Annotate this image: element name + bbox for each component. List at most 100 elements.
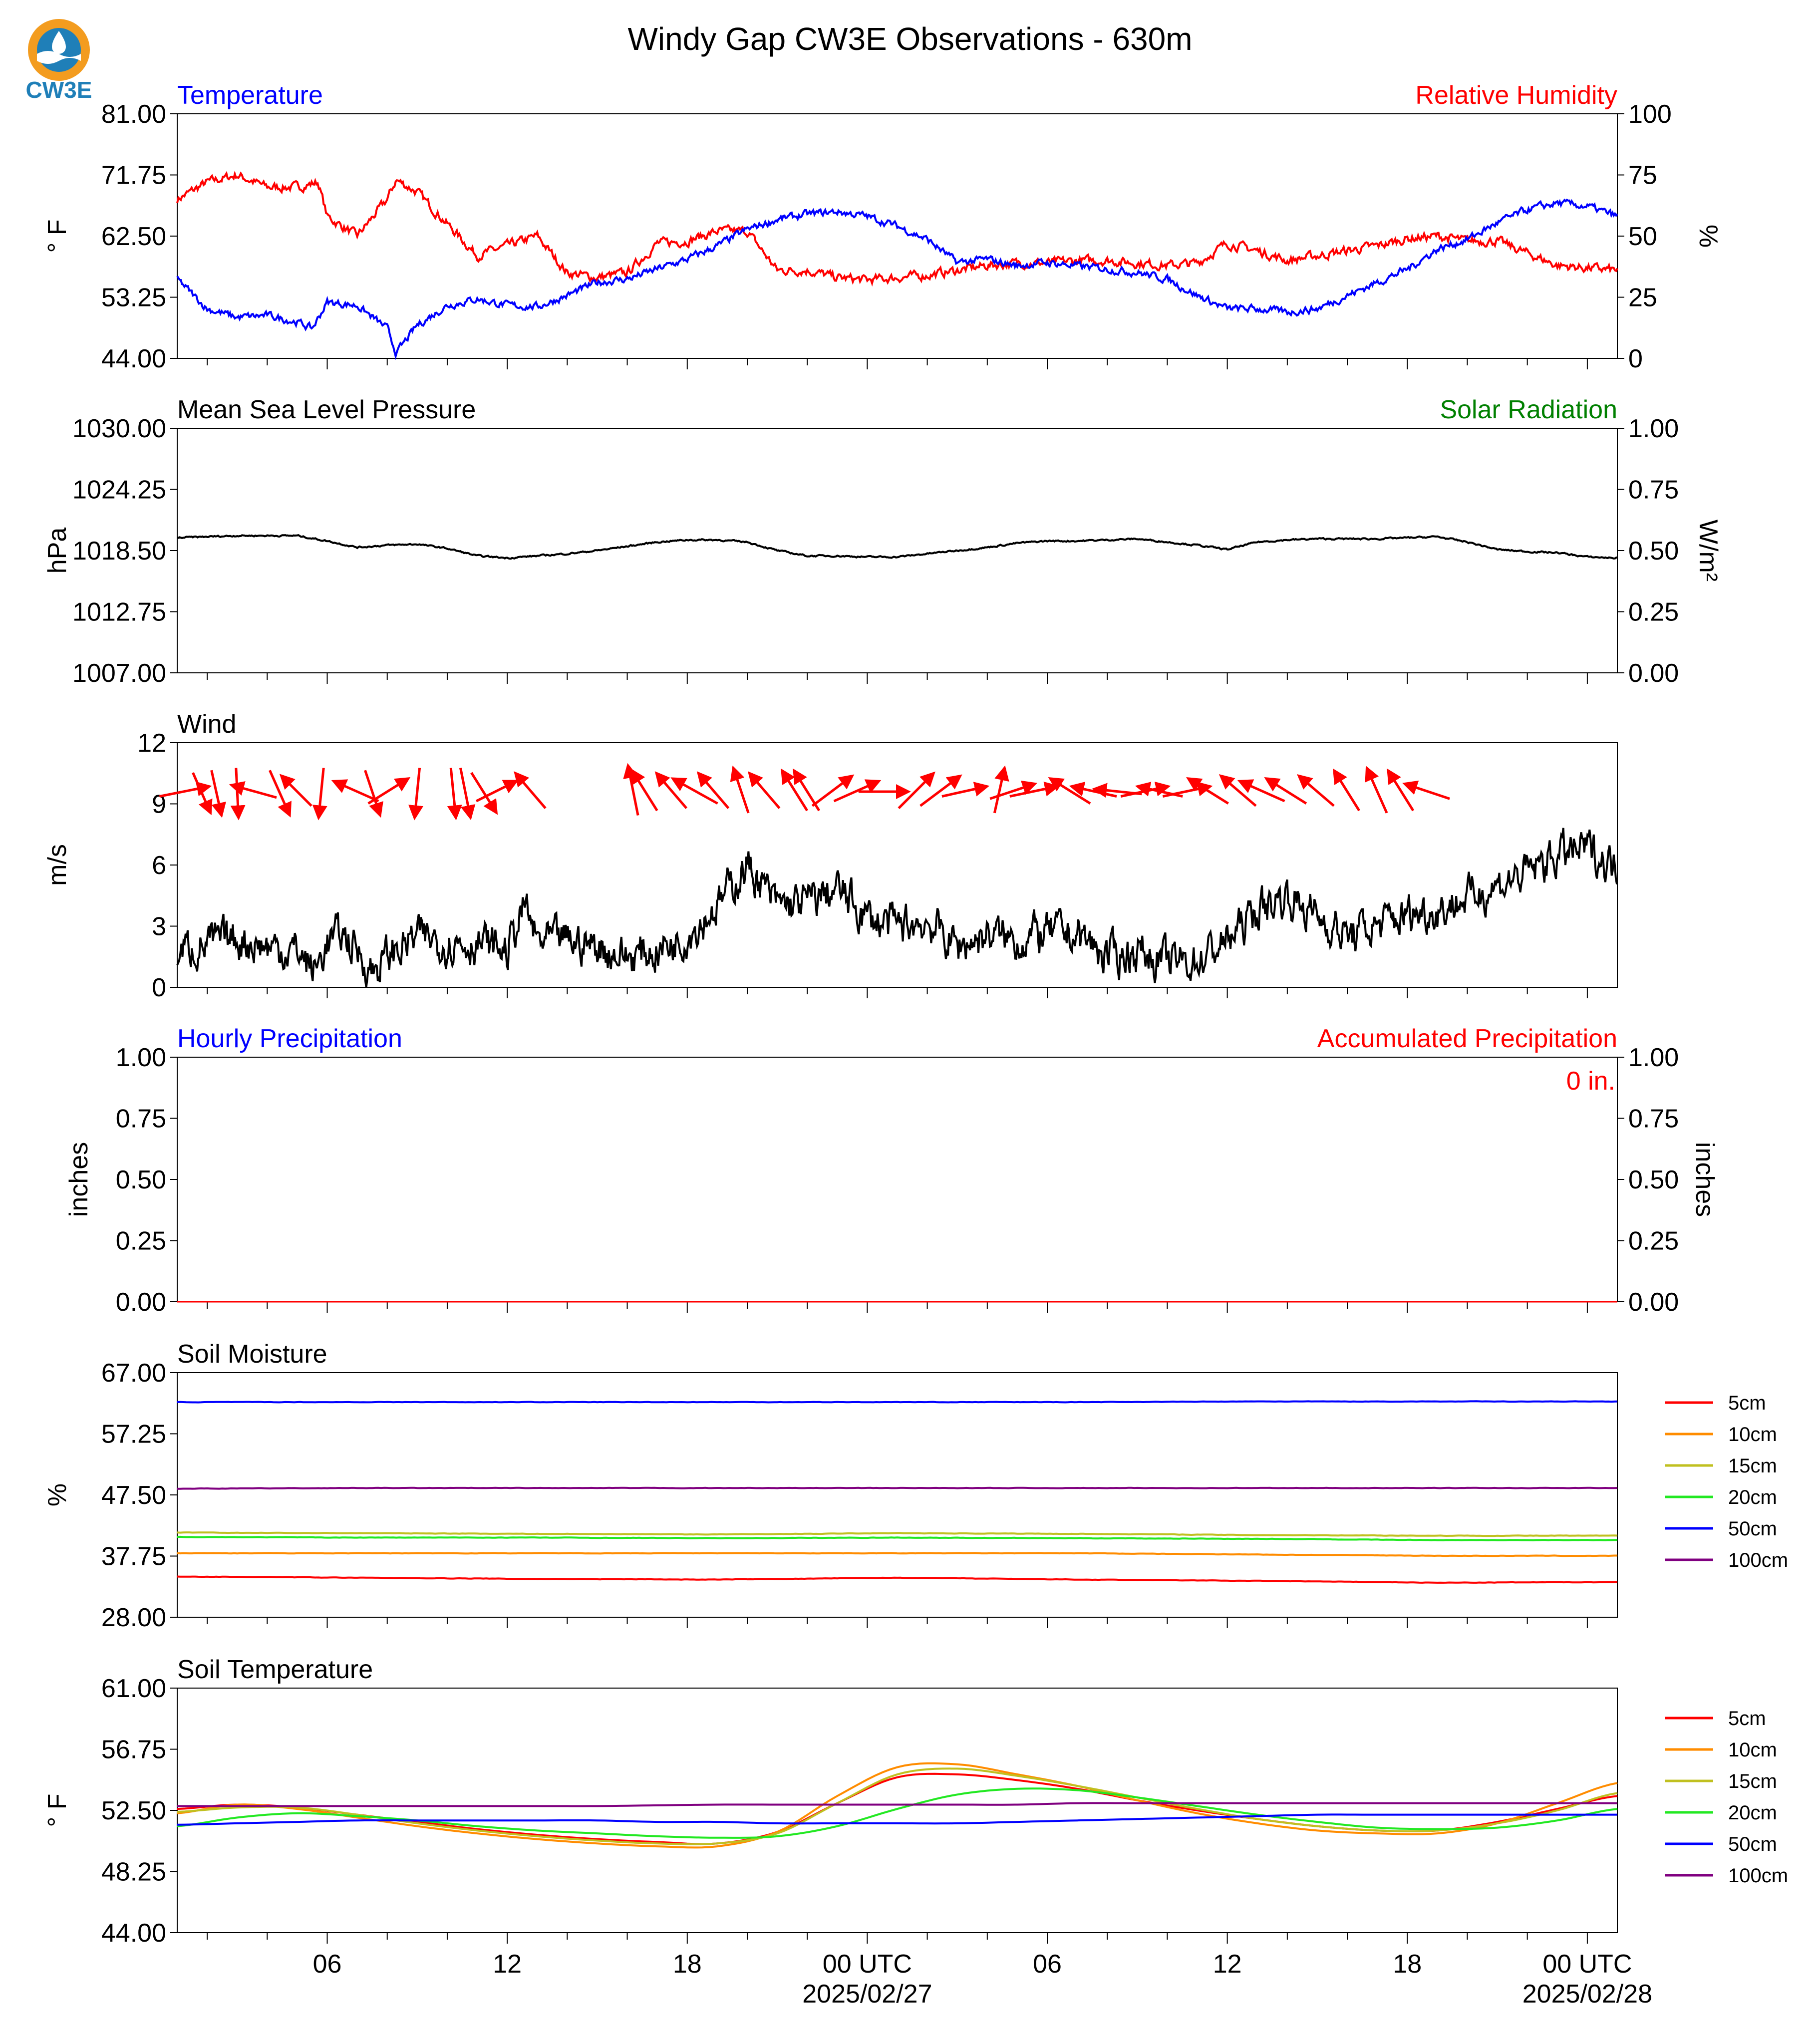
y-tick-label-soil_moisture: 28.00 <box>101 1603 166 1632</box>
x-tick-label: 18 <box>1393 1950 1422 1979</box>
y-tick-label-temperature: 81.00 <box>101 100 166 129</box>
wind-direction-arrow <box>1264 777 1307 805</box>
wind-direction-arrow <box>1387 768 1415 812</box>
series-group-soil_temperature <box>177 1762 1618 1849</box>
y-axis-label-pressure: hPa <box>43 528 72 574</box>
wind-direction-arrow <box>696 771 730 809</box>
y-tick-label-wind: 6 <box>152 851 166 880</box>
legend-label: 10cm <box>1728 1739 1777 1761</box>
series-line-temperature <box>176 198 1618 360</box>
legend-label: 100cm <box>1728 1549 1788 1571</box>
y-tick-label-precipitation: 0.75 <box>116 1105 166 1134</box>
series-line-soil-temperature-15cm <box>177 1767 1618 1846</box>
wind-direction-arrow <box>1297 774 1335 807</box>
wind-direction-arrow <box>1237 779 1285 803</box>
wind-direction-arrow <box>781 768 809 812</box>
wind-direction-arrow <box>312 768 327 821</box>
wind-direction-arrow <box>229 781 277 799</box>
wind-direction-arrow <box>989 780 1038 800</box>
wind-direction-arrow <box>623 763 639 816</box>
x-tick-label: 06 <box>1033 1950 1062 1979</box>
y-right-axis-label-precipitation: inches <box>1690 1142 1719 1217</box>
wind-direction-arrow <box>730 765 750 814</box>
y-tick-label-soil_temperature: 52.50 <box>101 1796 166 1825</box>
wind-direction-arrow <box>331 779 379 803</box>
logo-drop <box>52 31 66 54</box>
y-right-tick-label-temperature: 25 <box>1628 284 1657 312</box>
y-right-tick-label-temperature: 75 <box>1628 161 1657 190</box>
panel-pressure: Mean Sea Level Pressure Solar Radiation 10… <box>43 395 1723 688</box>
legend-label: 10cm <box>1728 1424 1777 1446</box>
panel-soil_temperature: Soil Temperature 44.00 48.25 52.50 56.75 61.0… <box>43 1655 1788 2009</box>
series-line-soil-moisture-20cm <box>177 1535 1618 1541</box>
wind-direction-arrow <box>941 782 990 798</box>
wind-direction-arrow <box>919 774 962 807</box>
cw3e-logo: CW3E <box>26 19 92 103</box>
panel-right-title-precipitation: Accumulated Precipitation <box>1317 1024 1617 1053</box>
series-group-soil_moisture <box>177 1400 1618 1584</box>
series-group-pressure <box>177 534 1618 560</box>
wind-direction-arrow <box>364 770 383 818</box>
wind-direction-arrow <box>630 768 658 812</box>
series-line-soil-temperature-10cm <box>177 1762 1618 1849</box>
y-right-tick-label-temperature: 50 <box>1628 222 1657 251</box>
y-tick-label-soil_moisture: 57.25 <box>101 1420 166 1449</box>
y-right-tick-label-pressure: 0.75 <box>1628 476 1679 505</box>
x-tick-label: 06 <box>313 1950 342 1979</box>
wind-direction-arrow <box>1365 766 1388 814</box>
legend-label: 100cm <box>1728 1865 1788 1887</box>
y-tick-label-soil_temperature: 61.00 <box>101 1674 166 1703</box>
y-tick-label-soil_moisture: 67.00 <box>101 1359 166 1388</box>
panel-right-title-pressure: Solar Radiation <box>1440 395 1617 424</box>
y-tick-label-pressure: 1018.50 <box>72 537 166 566</box>
legend-label: 15cm <box>1728 1770 1777 1792</box>
y-right-tick-label-pressure: 1.00 <box>1628 414 1679 443</box>
y-right-tick-label-pressure: 0.50 <box>1628 537 1679 566</box>
logo-text: CW3E <box>26 77 92 103</box>
wind-direction-arrow <box>475 780 519 803</box>
y-tick-label-pressure: 1024.25 <box>72 476 166 505</box>
x-tick-date: 2025/02/27 <box>802 1980 932 2009</box>
y-tick-label-temperature: 53.25 <box>101 284 166 312</box>
wind-direction-arrow <box>1186 777 1229 805</box>
y-tick-label-precipitation: 0.25 <box>116 1227 166 1256</box>
series-line-soil-moisture-5cm <box>177 1575 1618 1584</box>
wind-direction-arrow <box>811 774 855 807</box>
series-line-soil-moisture-10cm <box>177 1552 1617 1557</box>
series-line-soil-moisture-100cm <box>177 1486 1618 1490</box>
panel-soil_moisture: Soil Moisture 28.00 37.75 47.50 57.25 67.00% 5… <box>43 1340 1788 1632</box>
y-right-tick-label-precipitation: 0.50 <box>1628 1165 1679 1194</box>
series-line-wind-speed <box>176 828 1618 988</box>
y-right-tick-label-precipitation: 0.00 <box>1628 1288 1679 1317</box>
y-right-tick-label-temperature: 100 <box>1628 100 1672 129</box>
panel-title-precipitation: Hourly Precipitation <box>177 1024 402 1053</box>
y-right-tick-label-temperature: 0 <box>1628 344 1643 373</box>
y-right-tick-label-precipitation: 0.75 <box>1628 1105 1679 1134</box>
y-tick-label-soil_moisture: 47.50 <box>101 1481 166 1510</box>
y-tick-label-temperature: 71.75 <box>101 161 166 190</box>
wind-direction-arrow <box>993 765 1009 814</box>
logo-wave <box>37 51 81 64</box>
wind-direction-arrow <box>367 777 411 805</box>
y-axis-label-precipitation: inches <box>64 1142 93 1217</box>
x-tick-label: 12 <box>493 1950 522 1979</box>
wind-direction-arrow <box>1402 780 1450 800</box>
series-line-relative-humidity <box>176 170 1618 287</box>
y-axis-label-temperature: ° F <box>43 219 72 253</box>
x-tick-date: 2025/02/28 <box>1522 1980 1652 2009</box>
panel-title-soil_temperature: Soil Temperature <box>177 1655 373 1684</box>
y-tick-label-temperature: 44.00 <box>101 344 166 373</box>
y-axis-label-soil_moisture: % <box>43 1483 72 1506</box>
y-tick-label-wind: 12 <box>137 729 166 758</box>
series-group-wind <box>159 763 1618 988</box>
series-line-soil-moisture-50cm <box>177 1400 1618 1404</box>
y-tick-label-precipitation: 0.50 <box>116 1165 166 1194</box>
y-tick-label-soil_temperature: 56.75 <box>101 1736 166 1764</box>
accumulated-total-label: 0 in. <box>1566 1067 1615 1096</box>
wind-direction-arrow <box>279 774 312 807</box>
legend-label: 50cm <box>1728 1518 1777 1540</box>
y-tick-label-pressure: 1007.00 <box>72 659 166 688</box>
